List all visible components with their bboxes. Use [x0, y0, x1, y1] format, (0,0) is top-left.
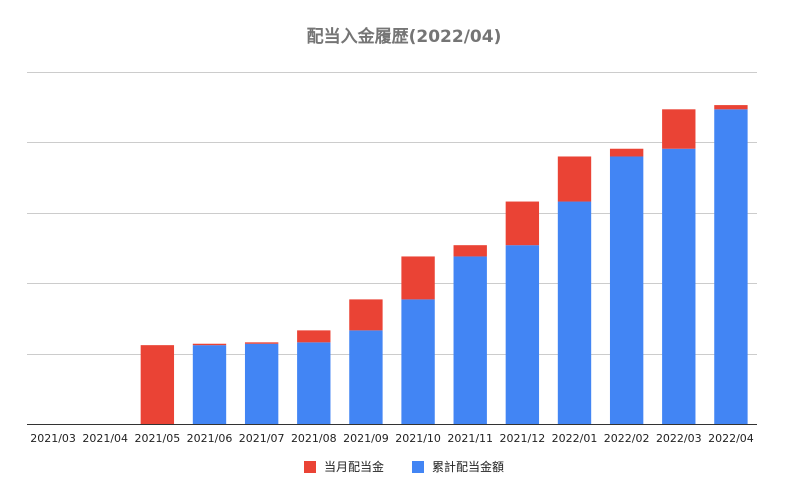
x-tick-label: 2022/02: [604, 432, 650, 445]
bar-cumulative-2021-07: [244, 343, 279, 424]
bar-monthly-2022-04: [714, 105, 748, 110]
bar-cumulative-2021-10: [401, 299, 435, 424]
x-tick-label: 2022/03: [656, 432, 702, 445]
x-tick-label: 2021/04: [82, 432, 128, 445]
chart-title: 配当入金履歴(2022/04): [306, 27, 502, 47]
bar-monthly-2021-07: [244, 342, 279, 344]
bar-marks: [140, 105, 748, 425]
x-tick-labels: 2021/03 2021/04 2021/05 2021/06 2021/07 2021/…: [30, 432, 754, 445]
bar-monthly-2021-06: [192, 343, 227, 346]
legend-label: 累計配当金額: [432, 460, 505, 474]
bar-cumulative-2022-03: [662, 148, 696, 425]
bar-cumulative-2022-01: [557, 201, 592, 424]
bar-cumulative-2021-11: [453, 256, 487, 424]
x-tick-label: 2021/05: [135, 432, 181, 445]
x-tick-label: 2021/08: [291, 432, 337, 445]
bar-cumulative-2021-06: [192, 345, 227, 424]
bar-monthly-2022-02: [609, 148, 644, 157]
bar-monthly-2021-12: [505, 201, 540, 246]
x-tick-label: 2021/06: [187, 432, 233, 445]
legend: 当月配当金 累計配当金額: [0, 458, 808, 475]
legend-swatch: [303, 460, 316, 473]
gridlines: [27, 72, 757, 355]
legend-label: 当月配当金: [323, 460, 384, 474]
x-tick-label: 2022/01: [552, 432, 598, 445]
bar-cumulative-2022-02: [609, 156, 644, 425]
legend-item: 累計配当金額: [412, 458, 504, 475]
x-tick-label: 2021/12: [500, 432, 546, 445]
bar-cumulative-2021-08: [297, 342, 331, 424]
legend-item: 当月配当金: [303, 458, 384, 475]
bar-cumulative-2021-09: [349, 330, 383, 424]
x-tick-label: 2021/03: [30, 432, 76, 445]
x-tick-label: 2022/04: [708, 432, 754, 445]
bar-monthly-2021-05: [140, 345, 175, 424]
bar-monthly-2021-11: [453, 245, 487, 257]
x-tick-label: 2021/11: [447, 432, 493, 445]
bar-monthly-2021-10: [401, 256, 435, 300]
bar-monthly-2022-01: [557, 156, 592, 202]
bar-monthly-2021-09: [349, 299, 383, 331]
x-tick-label: 2021/09: [343, 432, 389, 445]
bar-cumulative-2021-12: [505, 245, 540, 424]
x-tick-label: 2021/07: [239, 432, 285, 445]
bar-monthly-2022-03: [662, 109, 696, 149]
legend-swatch: [412, 460, 424, 473]
x-tick-label: 2021/10: [395, 432, 441, 445]
bar-monthly-2021-08: [297, 330, 331, 343]
bar-cumulative-2022-04: [714, 109, 748, 424]
